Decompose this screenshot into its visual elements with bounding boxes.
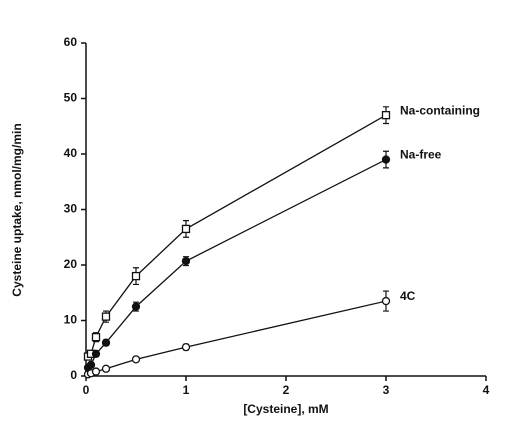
marker xyxy=(181,256,191,266)
x-tick-label: 2 xyxy=(283,383,290,397)
x-tick-label: 3 xyxy=(383,383,390,397)
marker xyxy=(86,360,96,370)
y-tick-label: 20 xyxy=(64,257,78,271)
x-axis-label: [Cysteine], mM xyxy=(243,402,328,416)
marker xyxy=(101,364,111,373)
series-label: Na-containing xyxy=(400,103,480,117)
y-tick-label: 10 xyxy=(64,313,78,327)
marker xyxy=(181,342,191,352)
marker xyxy=(131,302,141,311)
marker xyxy=(101,312,111,321)
marker xyxy=(131,355,141,364)
y-tick-label: 30 xyxy=(64,202,78,216)
marker xyxy=(181,224,191,234)
marker xyxy=(91,349,101,358)
x-tick-label: 0 xyxy=(83,383,90,397)
marker xyxy=(91,367,101,376)
y-tick-label: 60 xyxy=(64,35,78,49)
marker xyxy=(381,296,391,306)
marker xyxy=(381,155,391,164)
marker xyxy=(131,271,141,281)
y-tick-label: 50 xyxy=(64,91,78,105)
marker xyxy=(101,338,111,347)
series-label: Na-free xyxy=(400,148,442,162)
x-tick-label: 4 xyxy=(483,383,490,397)
y-tick-label: 40 xyxy=(64,146,78,160)
y-tick-label: 0 xyxy=(70,368,77,382)
series-line xyxy=(87,158,387,369)
marker xyxy=(91,332,101,342)
series-line xyxy=(87,300,387,375)
marker xyxy=(381,111,391,120)
x-tick-label: 1 xyxy=(183,383,190,397)
series-label: 4C xyxy=(400,289,416,303)
y-axis-label: Cysteine uptake, nmol/mg/min xyxy=(10,123,24,296)
